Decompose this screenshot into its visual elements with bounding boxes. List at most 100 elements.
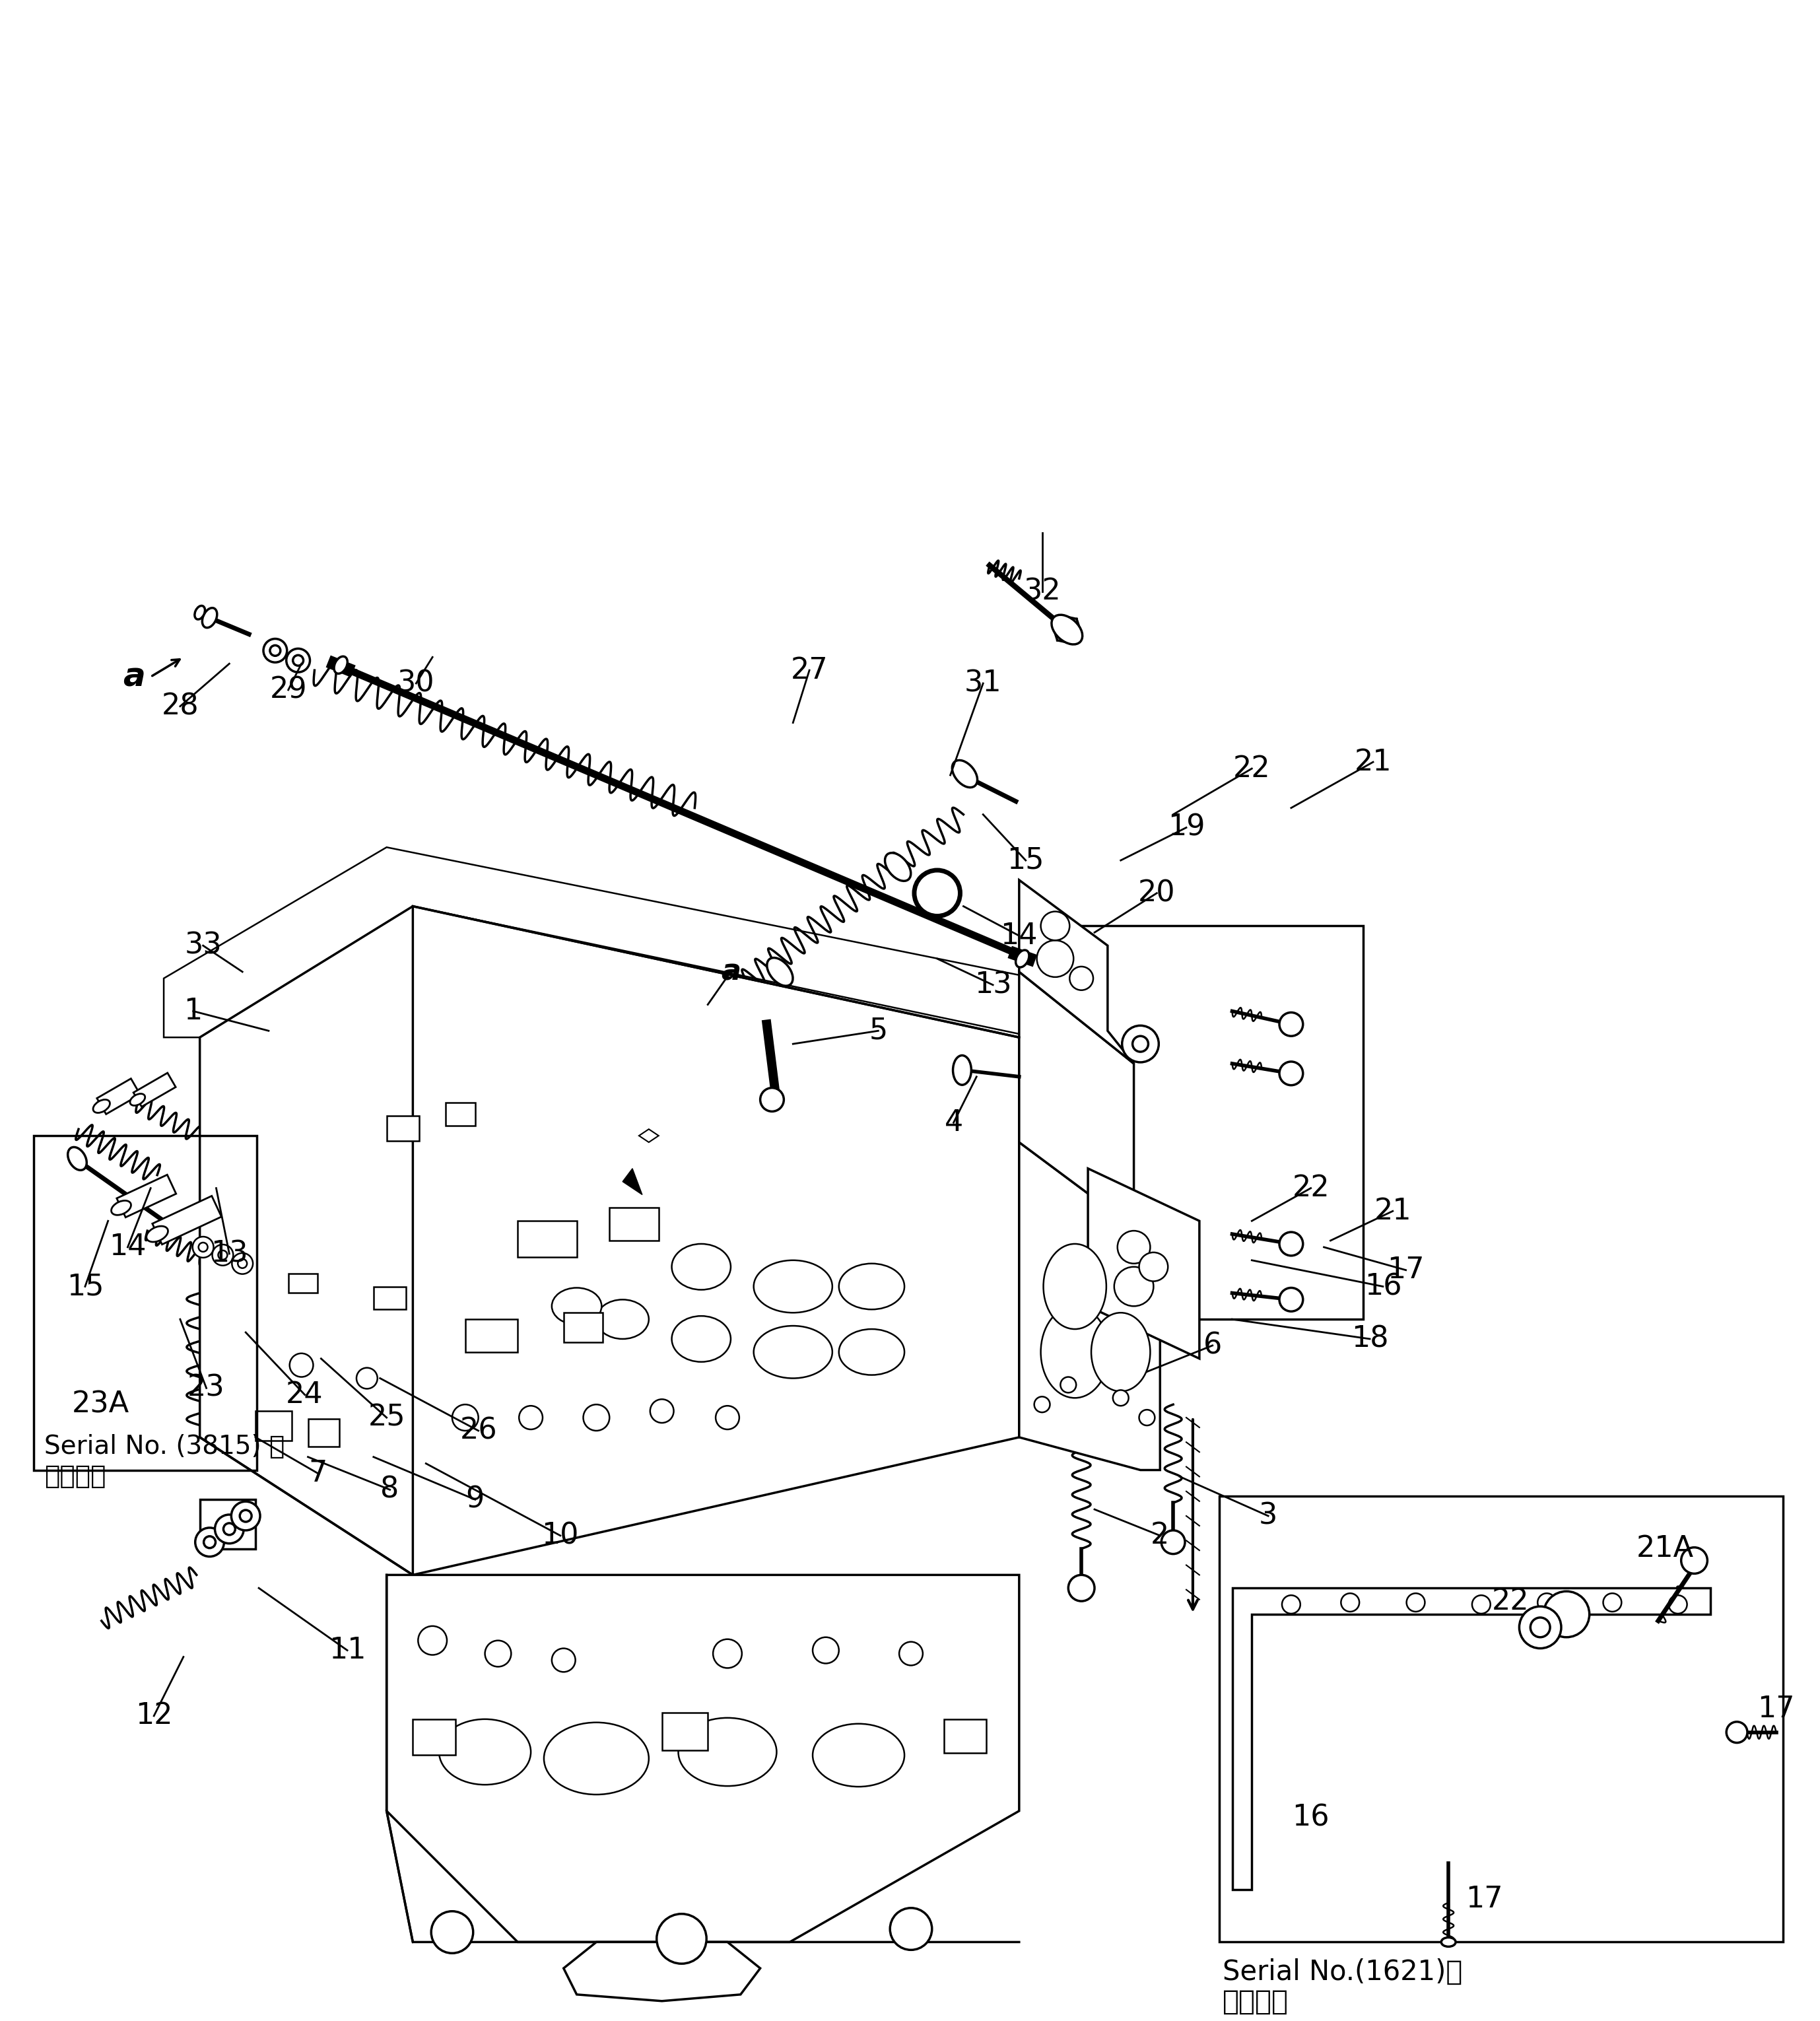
Text: 33: 33 (184, 932, 222, 960)
Circle shape (1123, 1025, 1159, 1063)
Ellipse shape (672, 1316, 732, 1362)
Ellipse shape (93, 1099, 109, 1114)
Bar (255, 1411, 291, 1441)
Text: 適用号機: 適用号機 (44, 1463, 106, 1489)
Bar (288, 1273, 318, 1293)
Circle shape (238, 1259, 248, 1267)
Circle shape (293, 655, 304, 665)
Text: 30: 30 (397, 669, 435, 697)
Circle shape (551, 1649, 575, 1671)
Circle shape (899, 1641, 923, 1665)
Bar (35, 1136, 257, 1469)
Circle shape (1139, 1411, 1156, 1425)
Polygon shape (116, 1174, 177, 1217)
Text: 24: 24 (286, 1380, 324, 1409)
Circle shape (1472, 1595, 1491, 1613)
Bar (308, 1419, 339, 1447)
Text: 32: 32 (1023, 578, 1061, 606)
Text: 17: 17 (1465, 1886, 1503, 1914)
Text: 21A: 21A (1636, 1534, 1694, 1562)
Circle shape (1520, 1607, 1562, 1649)
Bar (373, 1287, 406, 1310)
Circle shape (1531, 1617, 1551, 1637)
Polygon shape (1019, 972, 1159, 1247)
Text: Serial No.(1621)～: Serial No.(1621)～ (1223, 1958, 1461, 1987)
Text: 27: 27 (790, 657, 828, 685)
Circle shape (1041, 911, 1070, 940)
Text: 17: 17 (1758, 1696, 1795, 1724)
Text: a: a (721, 958, 741, 986)
Circle shape (1070, 966, 1094, 990)
Circle shape (218, 1251, 228, 1259)
Polygon shape (133, 1073, 177, 1108)
Text: 6: 6 (1203, 1332, 1221, 1360)
Text: a: a (124, 661, 146, 693)
Bar (610, 1209, 659, 1241)
Ellipse shape (1441, 1938, 1456, 1946)
Ellipse shape (885, 853, 910, 881)
Circle shape (1112, 1390, 1128, 1407)
Ellipse shape (814, 1724, 905, 1787)
Ellipse shape (146, 1227, 167, 1243)
Ellipse shape (67, 1148, 87, 1170)
Circle shape (1341, 1593, 1360, 1611)
Circle shape (1682, 1548, 1707, 1574)
Text: Serial No. (3815) ～: Serial No. (3815) ～ (44, 1435, 286, 1459)
Text: 16: 16 (1365, 1273, 1401, 1302)
Text: 31: 31 (965, 669, 1001, 697)
Bar (662, 1712, 708, 1750)
Bar (466, 1320, 517, 1352)
Ellipse shape (766, 958, 794, 986)
Polygon shape (564, 1942, 761, 2001)
Text: 17: 17 (1387, 1255, 1425, 1283)
Polygon shape (639, 1130, 659, 1142)
Circle shape (1132, 1037, 1148, 1051)
Bar (517, 1221, 577, 1257)
Ellipse shape (335, 657, 348, 673)
Circle shape (1034, 1397, 1050, 1413)
Circle shape (419, 1627, 448, 1655)
Text: 8: 8 (380, 1475, 399, 1504)
Ellipse shape (1043, 1243, 1107, 1330)
Polygon shape (164, 847, 1036, 1037)
Text: 26: 26 (460, 1417, 497, 1445)
Circle shape (1117, 1231, 1150, 1263)
Ellipse shape (679, 1718, 777, 1787)
Text: 4: 4 (945, 1108, 963, 1136)
Polygon shape (1019, 879, 1134, 1063)
Circle shape (1543, 1591, 1589, 1637)
Polygon shape (153, 1196, 222, 1245)
Ellipse shape (954, 1055, 972, 1085)
Circle shape (1727, 1722, 1747, 1742)
Ellipse shape (439, 1720, 531, 1785)
Text: 19: 19 (1168, 812, 1205, 843)
Text: 29: 29 (269, 675, 308, 703)
Circle shape (289, 1354, 313, 1376)
Ellipse shape (839, 1263, 905, 1310)
Text: 14: 14 (109, 1233, 146, 1261)
Text: 16: 16 (1292, 1803, 1329, 1831)
Circle shape (657, 1914, 706, 1964)
Text: 20: 20 (1138, 879, 1176, 907)
Polygon shape (622, 1168, 642, 1194)
Circle shape (519, 1407, 542, 1429)
Circle shape (1279, 1287, 1303, 1312)
Bar (446, 1103, 475, 1126)
Circle shape (1037, 940, 1074, 976)
Ellipse shape (129, 1093, 146, 1105)
Text: 18: 18 (1350, 1324, 1389, 1354)
Bar (945, 1720, 986, 1754)
Circle shape (240, 1510, 251, 1522)
Circle shape (1061, 1376, 1076, 1392)
Ellipse shape (1092, 1314, 1150, 1390)
Ellipse shape (952, 760, 977, 788)
Text: 適用号機: 適用号機 (1223, 1989, 1289, 2015)
Circle shape (914, 871, 961, 916)
Bar (413, 1720, 455, 1754)
Circle shape (1538, 1593, 1556, 1611)
Text: 23: 23 (187, 1374, 226, 1403)
Circle shape (650, 1399, 673, 1423)
Text: 3: 3 (1259, 1502, 1278, 1530)
Circle shape (484, 1641, 511, 1667)
Circle shape (890, 1908, 932, 1950)
